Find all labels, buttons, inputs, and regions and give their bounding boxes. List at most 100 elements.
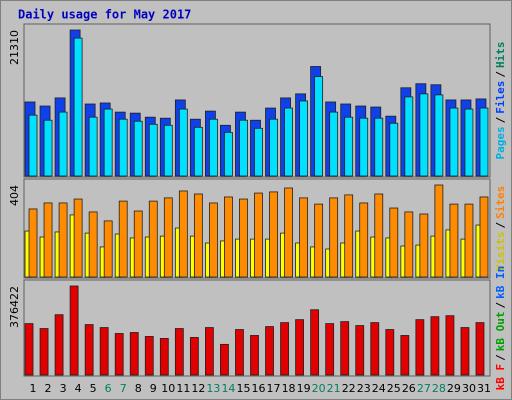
bar — [239, 119, 248, 177]
bar — [475, 322, 485, 376]
bar — [28, 114, 38, 177]
bar — [269, 191, 278, 278]
bar — [58, 111, 68, 177]
x-tick-label: 29 — [447, 382, 461, 395]
legend-entry: kB F — [494, 364, 507, 391]
x-tick-label: 12 — [191, 382, 205, 395]
bar — [58, 202, 68, 278]
bar — [299, 100, 309, 177]
bar — [445, 315, 455, 376]
x-tick-label: 8 — [135, 382, 142, 395]
legend-separator: / — [494, 71, 507, 78]
bar — [159, 338, 169, 376]
x-tick-label: 1 — [30, 382, 37, 395]
legend-entry: Hits — [494, 42, 507, 69]
x-tick-label: 10 — [161, 382, 175, 395]
legend-separator: / — [494, 222, 507, 229]
bar — [99, 327, 109, 376]
bar — [224, 131, 233, 177]
legend-entry: Sites — [494, 186, 507, 219]
legend: Visits / Sites — [494, 186, 507, 272]
bar — [359, 202, 369, 278]
x-tick-label: 24 — [372, 382, 386, 395]
bar — [419, 93, 429, 177]
bar — [449, 203, 459, 278]
bar — [389, 207, 399, 278]
x-tick-label: 14 — [221, 382, 235, 395]
bar — [340, 321, 350, 376]
x-tick-label: 7 — [120, 382, 127, 395]
bar — [103, 108, 113, 177]
bar — [43, 119, 53, 177]
bar — [69, 285, 79, 376]
bar — [460, 327, 470, 376]
bar — [84, 324, 94, 376]
bar — [189, 337, 199, 376]
bar — [430, 316, 440, 376]
bar — [284, 187, 293, 278]
bar — [299, 197, 309, 278]
bar — [325, 323, 335, 376]
x-tick-label: 6 — [105, 382, 112, 395]
bar — [133, 210, 143, 278]
bar — [103, 220, 113, 278]
bar — [329, 197, 339, 278]
bar — [144, 336, 154, 376]
bar — [479, 107, 489, 177]
bar — [344, 116, 354, 177]
bar — [220, 343, 229, 376]
bar — [389, 122, 399, 177]
bar — [265, 326, 274, 376]
x-tick-label: 31 — [477, 382, 491, 395]
bar — [43, 202, 53, 278]
legend-entry: kB In — [494, 266, 507, 299]
x-tick-label: 5 — [90, 382, 97, 395]
bar — [73, 37, 83, 177]
bar — [209, 118, 218, 177]
chart-title: Daily usage for May 2017 — [18, 8, 191, 22]
bar — [329, 111, 339, 177]
legend-entry: Files — [494, 81, 507, 114]
y-tick-label: 376422 — [8, 286, 21, 328]
bar — [479, 196, 489, 278]
x-tick-label: 21 — [327, 382, 341, 395]
x-tick-label: 19 — [297, 382, 311, 395]
bar — [118, 118, 128, 177]
legend: kB F / kB Out / kB In — [494, 266, 507, 391]
legend-entry: kB Out — [494, 311, 507, 351]
bar — [235, 329, 244, 376]
x-tick-label: 20 — [312, 382, 326, 395]
bar — [163, 124, 173, 177]
x-tick-label: 27 — [417, 382, 431, 395]
bar — [374, 117, 384, 177]
bar — [434, 184, 444, 278]
x-tick-label: 17 — [267, 382, 281, 395]
x-tick-label: 30 — [462, 382, 476, 395]
bar — [404, 211, 414, 278]
x-tick-label: 23 — [357, 382, 371, 395]
bar — [344, 194, 354, 278]
x-tick-label: 28 — [432, 382, 446, 395]
bar — [129, 332, 139, 376]
bar — [224, 196, 233, 278]
legend: Pages / Files / Hits — [494, 42, 507, 160]
bar — [205, 327, 214, 376]
bar — [400, 335, 410, 376]
bar — [39, 328, 49, 376]
bar — [464, 108, 474, 177]
y-tick-label: 404 — [8, 185, 21, 206]
bar — [54, 314, 64, 376]
x-tick-label: 13 — [206, 382, 220, 395]
bar — [250, 335, 259, 376]
bar — [193, 193, 203, 278]
x-tick-label: 18 — [282, 382, 296, 395]
bar — [148, 123, 158, 177]
y-tick-label: 21310 — [8, 30, 21, 65]
bar — [239, 198, 248, 278]
x-tick-label: 2 — [45, 382, 52, 395]
legend-separator: / — [494, 301, 507, 308]
bar — [370, 322, 380, 376]
bar — [178, 190, 188, 278]
bar — [118, 200, 128, 278]
